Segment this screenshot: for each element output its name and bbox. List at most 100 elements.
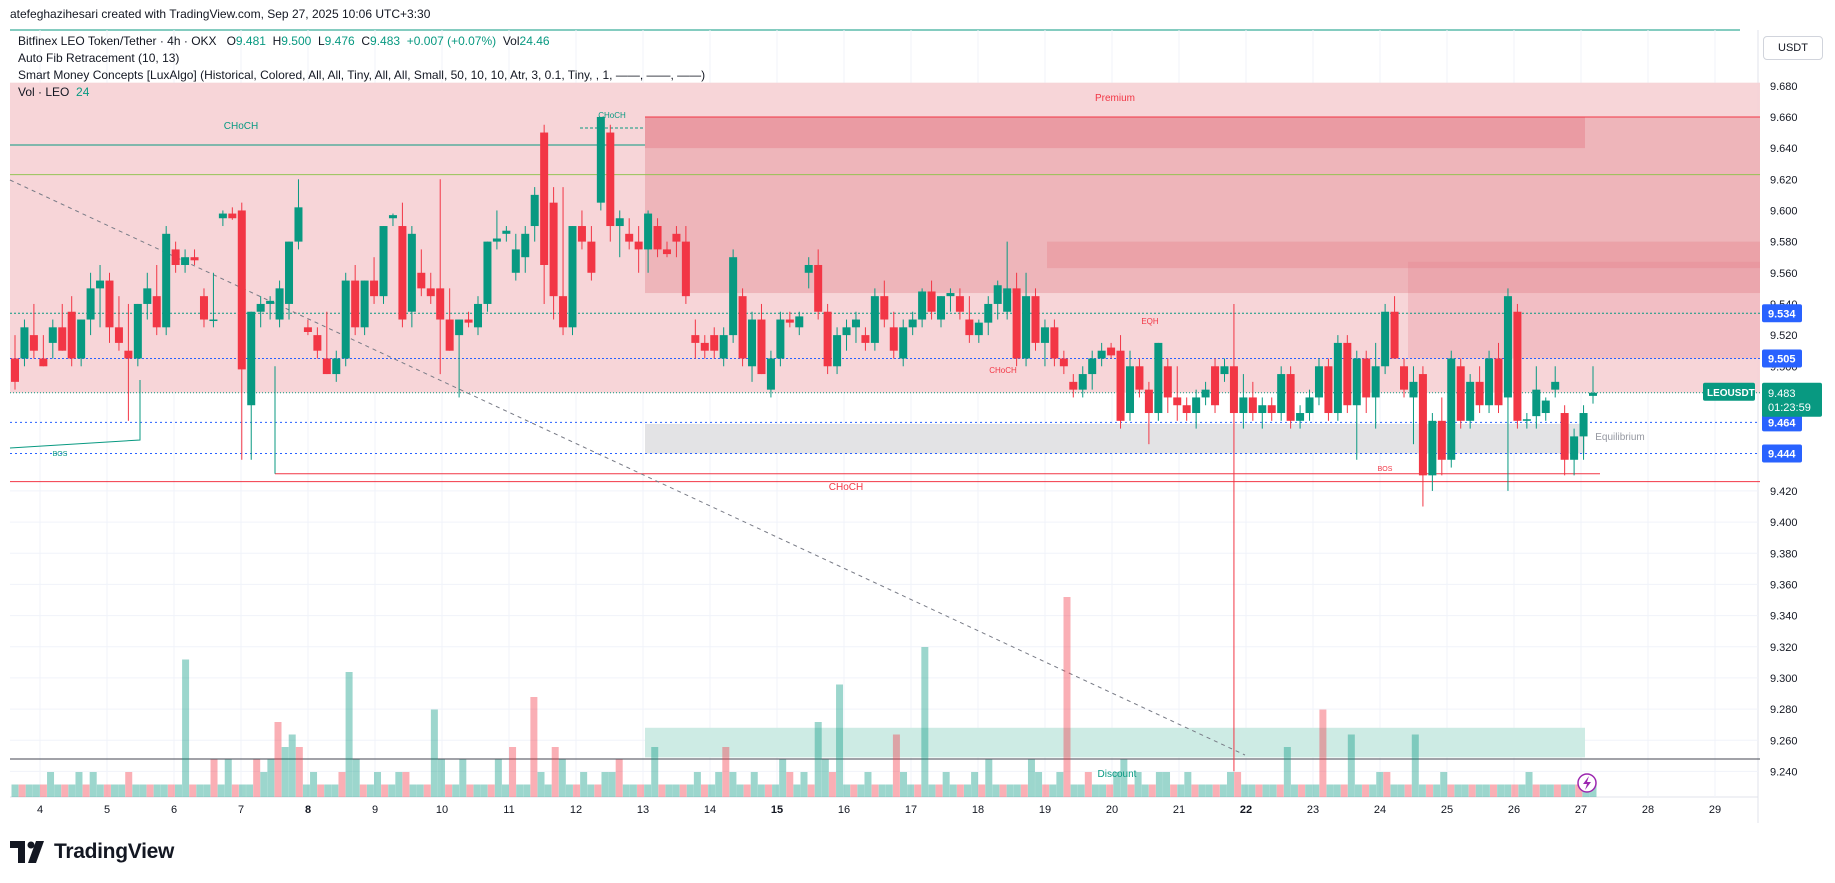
candle-body	[1532, 389, 1541, 417]
smc-indicator-label[interactable]: Smart Money Concepts [LuxAlgo] (Historic…	[18, 68, 706, 82]
volume-bar	[900, 772, 908, 797]
symbol-name[interactable]: Bitfinex LEO Token/Tether · 4h · OKX	[18, 34, 217, 48]
candle-body	[644, 213, 653, 250]
choch-label-3: CHoCH	[829, 482, 863, 493]
volume-bar	[864, 772, 872, 797]
price-tick-label: 9.380	[1770, 548, 1798, 560]
volume-bar	[1404, 784, 1412, 797]
last-price-badge	[1762, 382, 1822, 417]
candle-body	[804, 264, 813, 273]
candle-body	[937, 296, 946, 320]
volume-bar	[1433, 784, 1441, 797]
volume-bar	[430, 709, 438, 797]
volume-bar	[1226, 772, 1234, 797]
time-tick-label: 12	[570, 804, 582, 816]
volume-bar	[274, 722, 282, 797]
currency-button[interactable]: USDT	[1763, 36, 1823, 60]
volume-bar	[1468, 784, 1476, 797]
volume-bar	[1248, 784, 1256, 797]
volume-bar	[1099, 784, 1107, 797]
volume-bar	[501, 784, 509, 797]
candle-body	[606, 132, 615, 227]
volume-bar	[89, 772, 97, 797]
volume-bar	[700, 784, 708, 797]
volume-bar	[814, 722, 822, 797]
candle-body	[1116, 350, 1125, 421]
volume-bar	[1298, 784, 1306, 797]
volume-bar	[1198, 784, 1206, 797]
volume-bar	[260, 772, 268, 797]
tradingview-logo: TradingView	[10, 840, 174, 864]
time-tick-label: 25	[1441, 804, 1453, 816]
candle-body	[738, 296, 747, 359]
volume-bar	[672, 784, 680, 797]
time-tick-label: 9	[372, 804, 378, 816]
candle-body	[256, 303, 265, 312]
time-tick-label: 26	[1508, 804, 1520, 816]
candle-body	[1154, 342, 1163, 414]
volume-bar	[1283, 747, 1291, 797]
volume-bar	[111, 784, 119, 797]
time-tick-label: 6	[171, 804, 177, 816]
volume-bar	[167, 784, 175, 797]
volume-bar	[324, 784, 332, 797]
choch-label-4: CHoCH	[989, 366, 1017, 375]
candle-body	[700, 342, 709, 351]
choch-label-1: CHoCH	[224, 121, 258, 132]
price-tick-label: 9.320	[1770, 642, 1798, 654]
volume-bar	[551, 747, 559, 797]
change-value: +0.007 (+0.07%)	[406, 34, 497, 48]
candle-body	[540, 132, 549, 265]
volume-bar	[530, 697, 538, 797]
volume-bar	[764, 784, 772, 797]
volume-bar	[779, 759, 787, 797]
candle-body	[285, 241, 294, 304]
candle-body	[955, 296, 964, 312]
order-block-right	[1408, 261, 1760, 359]
candle-body	[351, 280, 360, 328]
eqh-label: EQH	[1141, 317, 1159, 326]
candle-body	[1522, 419, 1531, 421]
volume-bar	[800, 772, 808, 797]
volume-bar	[1326, 784, 1334, 797]
volume-bar	[871, 784, 879, 797]
candle-body	[1040, 327, 1049, 343]
candle-body	[1258, 405, 1267, 414]
volume-bar	[1148, 784, 1156, 797]
price-tick-label: 9.580	[1770, 237, 1798, 249]
volume-bar	[665, 784, 673, 797]
candle-body	[388, 215, 397, 219]
volume-bar	[1376, 772, 1384, 797]
volume-bar	[1454, 784, 1462, 797]
candle-body	[1239, 397, 1248, 414]
time-tick-label: 18	[972, 804, 984, 816]
time-tick-label: 4	[37, 804, 43, 816]
volume-bar	[1553, 784, 1561, 797]
candle-body	[1560, 413, 1569, 460]
bos-label-left: BOS	[53, 451, 68, 458]
candle-body	[1551, 381, 1560, 390]
candle-body	[1229, 366, 1238, 414]
volume-bar	[1049, 784, 1057, 797]
volume-bar	[608, 772, 616, 797]
volume-bar	[1091, 784, 1099, 797]
volume-bar	[1390, 784, 1398, 797]
candle-body	[1107, 347, 1116, 356]
volume-indicator-row[interactable]: Vol · LEO 24	[18, 84, 705, 101]
volume-bar	[125, 772, 133, 797]
candle-body	[398, 226, 407, 320]
candle-body	[587, 241, 596, 273]
volume-bar	[999, 784, 1007, 797]
price-badge-label: 9.534	[1768, 308, 1796, 320]
volume-bar	[381, 784, 389, 797]
volume-bar	[238, 784, 246, 797]
volume-bar	[1561, 784, 1569, 797]
volume-bar	[395, 772, 403, 797]
candle-body	[1031, 296, 1040, 343]
price-badge-label: 9.444	[1768, 449, 1796, 461]
close-value: 9.483	[370, 34, 401, 48]
volume-bar	[544, 784, 552, 797]
fib-indicator-label[interactable]: Auto Fib Retracement (10, 13)	[18, 51, 180, 65]
candle-body	[946, 293, 955, 297]
